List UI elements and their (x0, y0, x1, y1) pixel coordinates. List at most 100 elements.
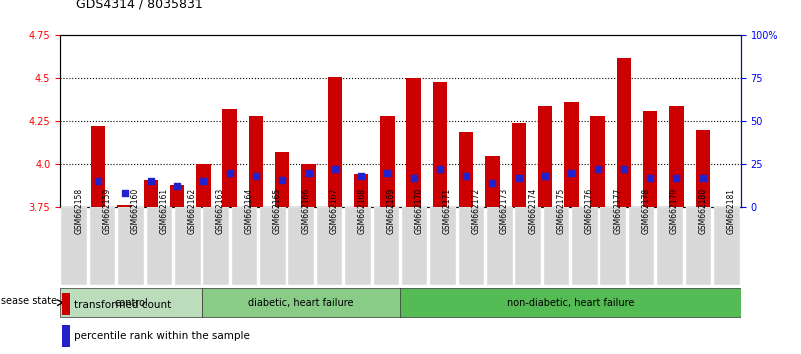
Point (118, 190, 131, 196)
Point (355, 173, 368, 179)
Point (486, 180, 499, 186)
Text: GSM662164: GSM662164 (244, 188, 253, 234)
Point (433, 166, 446, 172)
Bar (406, 78, 421, 207)
Bar (62, 293, 70, 315)
Bar (117, 205, 131, 207)
Text: GDS4314 / 8035831: GDS4314 / 8035831 (76, 0, 203, 11)
Point (565, 170, 578, 176)
Point (460, 173, 473, 179)
Point (644, 175, 657, 181)
Point (223, 170, 236, 176)
Point (381, 170, 394, 176)
Bar (459, 207, 484, 285)
Bar (487, 207, 513, 285)
Bar (91, 126, 106, 207)
Bar (301, 164, 316, 207)
Point (407, 175, 420, 181)
Text: disease state: disease state (0, 296, 57, 306)
Text: GSM662181: GSM662181 (727, 188, 736, 234)
Bar (328, 76, 342, 207)
Point (538, 173, 551, 179)
Text: GSM662158: GSM662158 (74, 188, 83, 234)
Bar (617, 58, 631, 207)
Bar (695, 130, 710, 207)
Bar (62, 325, 70, 347)
Bar (231, 207, 257, 285)
Text: transformed count: transformed count (74, 299, 171, 310)
Text: GSM662178: GSM662178 (642, 188, 650, 234)
Bar (643, 111, 658, 207)
Text: GSM662161: GSM662161 (159, 188, 168, 234)
Text: diabetic, heart failure: diabetic, heart failure (248, 298, 354, 308)
Text: GSM662172: GSM662172 (472, 188, 481, 234)
Text: GSM662174: GSM662174 (528, 188, 537, 234)
Bar (175, 207, 200, 285)
Bar (485, 156, 500, 207)
Text: GSM662169: GSM662169 (386, 188, 396, 234)
Point (328, 166, 341, 172)
Point (591, 166, 604, 172)
Point (670, 175, 683, 181)
Text: GSM662160: GSM662160 (131, 188, 140, 234)
Bar (249, 116, 264, 207)
Bar (60, 288, 202, 317)
Bar (90, 207, 115, 285)
Point (696, 175, 709, 181)
Text: GSM662180: GSM662180 (698, 188, 707, 234)
Point (250, 173, 263, 179)
Bar (288, 207, 314, 285)
Point (276, 177, 288, 182)
Bar (202, 288, 400, 317)
Bar (62, 207, 87, 285)
Point (618, 166, 630, 172)
Bar (147, 207, 172, 285)
Bar (572, 207, 598, 285)
Bar (544, 207, 570, 285)
Bar (196, 164, 211, 207)
Text: GSM662179: GSM662179 (670, 188, 679, 234)
Bar (430, 207, 456, 285)
Bar (380, 116, 395, 207)
Bar (345, 207, 371, 285)
Bar (354, 175, 368, 207)
Text: GSM662173: GSM662173 (500, 188, 509, 234)
Bar (223, 109, 237, 207)
Text: GSM662175: GSM662175 (557, 188, 566, 234)
Text: GSM662168: GSM662168 (358, 188, 367, 234)
Text: GSM662165: GSM662165 (273, 188, 282, 234)
Bar (402, 207, 428, 285)
Point (302, 170, 315, 176)
Bar (686, 207, 711, 285)
Text: control: control (114, 298, 148, 308)
Bar (275, 152, 289, 207)
Point (171, 184, 183, 189)
Text: GSM662166: GSM662166 (301, 188, 310, 234)
Text: GSM662167: GSM662167 (329, 188, 339, 234)
Bar (317, 207, 342, 285)
Bar (143, 179, 158, 207)
Text: GSM662170: GSM662170 (415, 188, 424, 234)
Bar (400, 288, 741, 317)
Bar (433, 82, 447, 207)
Bar (515, 207, 541, 285)
Bar (170, 185, 184, 207)
Bar (670, 106, 684, 207)
Bar (564, 102, 578, 207)
Bar (373, 207, 399, 285)
Text: GSM662162: GSM662162 (187, 188, 197, 234)
Bar (119, 207, 143, 285)
Bar (629, 207, 654, 285)
Point (92, 178, 105, 184)
Bar (260, 207, 286, 285)
Bar (658, 207, 682, 285)
Bar (203, 207, 229, 285)
Bar (537, 106, 552, 207)
Bar (714, 207, 739, 285)
Text: GSM662176: GSM662176 (585, 188, 594, 234)
Text: GSM662177: GSM662177 (614, 188, 622, 234)
Point (197, 178, 210, 184)
Text: GSM662171: GSM662171 (443, 188, 452, 234)
Bar (601, 207, 626, 285)
Bar (459, 132, 473, 207)
